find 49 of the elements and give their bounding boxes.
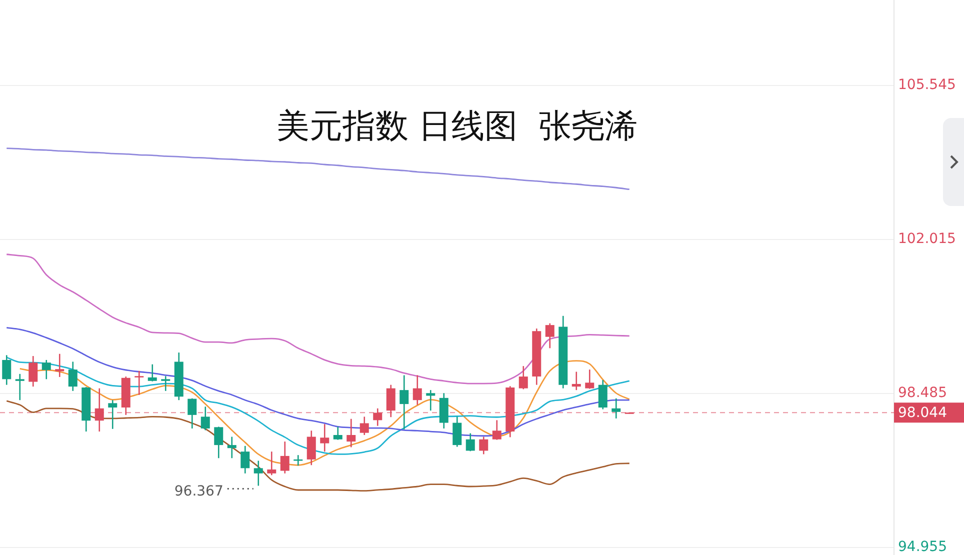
candlestick <box>492 420 502 440</box>
candlestick <box>240 445 250 474</box>
candlestick <box>227 436 236 459</box>
candlestick <box>15 373 24 401</box>
y-tick-label: 105.545 <box>898 76 956 93</box>
candlestick <box>68 361 78 392</box>
candlestick <box>545 322 554 349</box>
candlestick <box>134 370 144 396</box>
candlestick <box>386 384 396 418</box>
candlestick <box>214 426 224 459</box>
candlestick <box>333 426 342 440</box>
candlestick <box>2 354 12 386</box>
ref-line-label: 98.044 <box>898 405 948 422</box>
candlestick <box>518 365 528 390</box>
candlestick <box>161 375 170 392</box>
candlestick <box>598 379 608 410</box>
text: 美元指数 日线图 张尧浠 <box>275 105 639 147</box>
candlestick <box>55 353 64 378</box>
candlestick <box>28 355 38 388</box>
candlestick <box>400 374 409 430</box>
line-series <box>6 254 630 384</box>
candlestick <box>320 423 330 452</box>
candlestick <box>585 368 594 390</box>
candlestick <box>188 398 197 430</box>
candlestick <box>426 389 436 412</box>
candlestick <box>572 371 581 391</box>
candlestick <box>108 399 118 430</box>
candlestick <box>42 359 51 380</box>
candlestick <box>94 388 104 432</box>
candlestick <box>306 430 316 466</box>
candlestick <box>280 440 290 474</box>
candlestick <box>466 432 475 452</box>
candlestick <box>612 398 621 420</box>
candlestick <box>412 374 422 406</box>
y-tick-label: 94.955 <box>898 539 947 555</box>
candlestick <box>148 364 157 382</box>
candlestick <box>267 450 276 476</box>
candlestick <box>294 454 303 466</box>
annotation: 96.367 <box>174 483 224 500</box>
candlestick <box>373 408 382 426</box>
y-tick-label: 102.015 <box>898 230 956 247</box>
candlestick <box>360 416 369 436</box>
candlestick <box>346 418 356 448</box>
candlestick <box>452 416 462 448</box>
line-series <box>6 148 630 190</box>
candlestick <box>479 436 488 455</box>
candlestick <box>200 406 210 431</box>
candlestick <box>254 460 263 486</box>
y-tick-label: 98.485 <box>898 384 947 401</box>
